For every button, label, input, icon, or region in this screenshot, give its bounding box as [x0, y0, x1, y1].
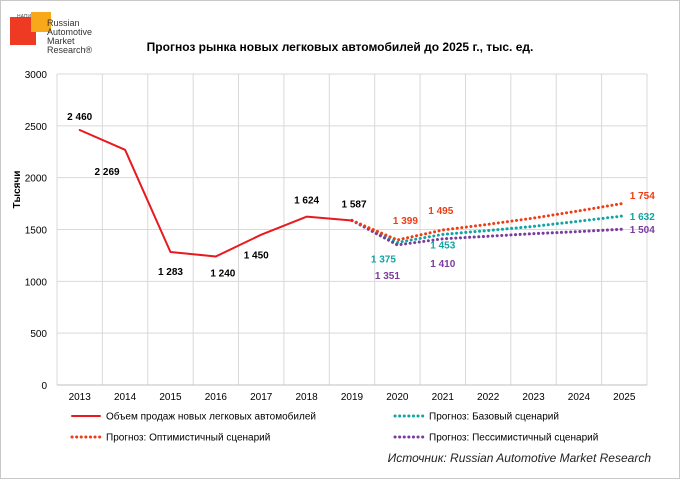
x-tick-label: 2024	[568, 392, 591, 403]
y-tick-label: 3000	[25, 70, 48, 81]
logo-small-label: НАПИ	[17, 14, 32, 20]
series-line-1	[350, 214, 626, 244]
y-tick-label: 1500	[25, 226, 48, 237]
y-axis-label: Тысячи	[12, 171, 23, 209]
data-label: 1 283	[158, 267, 183, 278]
x-tick-label: 2025	[613, 392, 636, 403]
y-tick-label: 2000	[25, 174, 48, 185]
legend-label: Прогноз: Пессимистичный сценарий	[429, 433, 598, 444]
data-label: 1 504	[630, 225, 655, 236]
data-label: 1 624	[294, 196, 319, 207]
series-line-3	[350, 218, 626, 247]
data-label: 1 375	[371, 254, 396, 265]
y-tick-label: 2500	[25, 122, 48, 133]
chart-title: Прогноз рынка новых легковых автомобилей…	[147, 40, 534, 54]
x-tick-label: 2018	[295, 392, 318, 403]
data-label: 1 495	[428, 206, 453, 217]
logo-orange-square	[31, 12, 51, 32]
x-tick-label: 2019	[341, 392, 364, 403]
series-line-2	[350, 201, 626, 242]
x-tick-label: 2014	[114, 392, 137, 403]
legend-label: Прогноз: Оптимистичный сценарий	[106, 433, 270, 444]
legend-label: Прогноз: Базовый сценарий	[429, 412, 559, 423]
y-tick-label: 0	[41, 381, 47, 392]
data-label: 1 587	[341, 199, 366, 210]
logo-brand-text: Russian Automotive Market Research®	[47, 18, 93, 55]
data-label: 1 351	[375, 271, 400, 282]
y-tick-label: 1000	[25, 277, 48, 288]
source-note: Источник: Russian Automotive Market Rese…	[387, 451, 651, 465]
data-label: 1 754	[630, 191, 655, 202]
series-line-0	[78, 128, 353, 258]
x-tick-label: 2013	[69, 392, 92, 403]
x-tick-label: 2017	[250, 392, 273, 403]
x-tick-label: 2022	[477, 392, 500, 403]
data-label: 2 460	[67, 112, 92, 123]
data-label: 1 399	[393, 216, 418, 227]
data-label: 1 453	[430, 240, 455, 251]
x-tick-label: 2020	[386, 392, 409, 403]
x-tick-label: 2016	[205, 392, 228, 403]
legend-label: Объем продаж новых легковых автомобилей	[106, 411, 316, 423]
data-label: 1 410	[430, 259, 455, 270]
data-label: 1 450	[244, 251, 269, 262]
data-label: 1 632	[630, 212, 655, 223]
x-tick-label: 2023	[522, 392, 545, 403]
data-label: 2 269	[95, 167, 120, 178]
x-tick-label: 2021	[432, 392, 455, 403]
data-label: 1 240	[210, 268, 235, 279]
x-tick-label: 2015	[159, 392, 182, 403]
y-tick-label: 500	[30, 329, 47, 340]
